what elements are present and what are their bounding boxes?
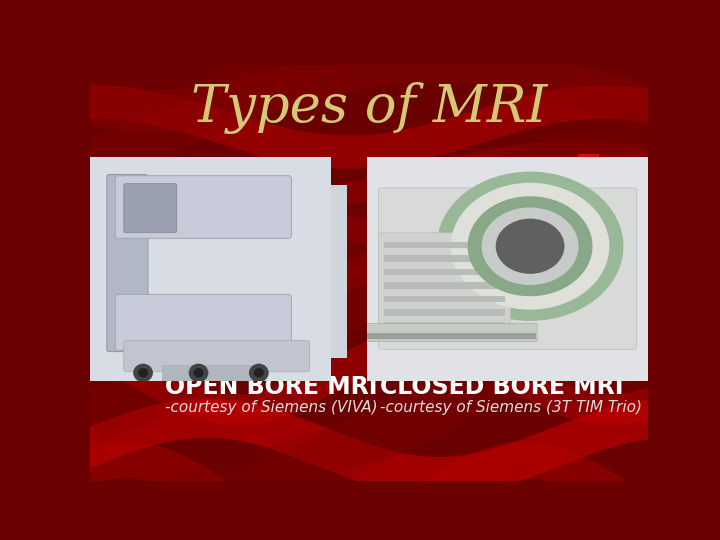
Circle shape: [451, 184, 608, 309]
Circle shape: [194, 369, 203, 377]
Circle shape: [254, 369, 264, 377]
Text: OPEN BORE MRI: OPEN BORE MRI: [166, 375, 378, 399]
Circle shape: [482, 208, 577, 285]
Bar: [384, 282, 505, 289]
Bar: [163, 365, 259, 381]
Circle shape: [189, 364, 207, 381]
FancyBboxPatch shape: [115, 294, 292, 350]
Text: -courtesy of Siemens (3T TIM Trio): -courtesy of Siemens (3T TIM Trio): [380, 400, 642, 415]
Bar: [578, 154, 600, 177]
Bar: [160, 185, 347, 358]
FancyBboxPatch shape: [124, 340, 310, 372]
Bar: [384, 309, 505, 316]
Bar: [384, 255, 505, 262]
FancyBboxPatch shape: [379, 233, 510, 338]
FancyBboxPatch shape: [379, 188, 636, 349]
Circle shape: [438, 172, 623, 320]
Text: Types of MRI: Types of MRI: [191, 83, 547, 134]
FancyBboxPatch shape: [352, 323, 537, 341]
Bar: [384, 295, 505, 302]
Text: CLOSED BORE MRI: CLOSED BORE MRI: [380, 375, 624, 399]
Bar: [384, 322, 505, 329]
Bar: [374, 185, 593, 358]
Circle shape: [496, 219, 564, 273]
Bar: [384, 269, 505, 275]
Circle shape: [468, 197, 592, 295]
Bar: [353, 333, 536, 336]
FancyBboxPatch shape: [115, 176, 292, 238]
Circle shape: [134, 364, 152, 381]
Circle shape: [250, 364, 268, 381]
Text: -courtesy of Siemens (VIVA): -courtesy of Siemens (VIVA): [166, 400, 378, 415]
FancyBboxPatch shape: [124, 184, 177, 233]
Bar: [353, 336, 536, 339]
Circle shape: [139, 369, 148, 377]
FancyBboxPatch shape: [107, 174, 148, 352]
Bar: [384, 242, 505, 248]
